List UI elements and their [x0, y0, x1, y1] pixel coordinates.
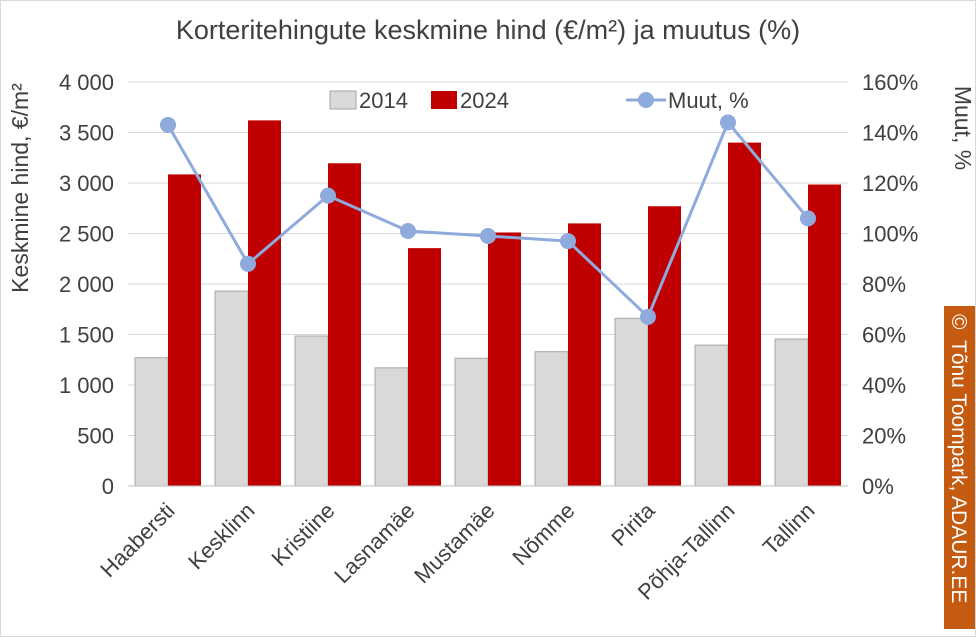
y-tick-label: 3 500 — [59, 121, 114, 146]
bar-2024 — [168, 174, 201, 487]
y-tick-label: 4 000 — [59, 70, 114, 95]
bar-2014 — [694, 344, 729, 487]
y2-tick-label: 160% — [862, 70, 918, 95]
bar-2014 — [294, 335, 329, 487]
bar-2014 — [534, 351, 569, 487]
y2-tick-label: 20% — [862, 424, 906, 449]
bar-2024 — [568, 223, 601, 486]
y2-tick-label: 100% — [862, 222, 918, 247]
line-point — [800, 210, 816, 227]
line-point — [240, 255, 256, 272]
y2-tick-label: 40% — [862, 373, 906, 398]
y2-tick-label: 0% — [862, 474, 894, 499]
y-tick-label: 3 000 — [59, 171, 114, 196]
chart-title: Korteritehingute keskmine hind (€/m²) ja… — [176, 15, 800, 45]
bar-2014 — [614, 317, 649, 487]
bar-2024 — [488, 232, 521, 486]
legend: 2014 2024 Muut, % — [329, 88, 749, 113]
line-point — [480, 228, 496, 245]
bar-2014 — [374, 367, 409, 487]
credit-label: Tõnu Toompark, ADAUR.EE — [947, 340, 970, 603]
y-tick-label: 1 500 — [59, 323, 114, 348]
legend-label: 2024 — [460, 88, 509, 113]
copyright-icon: © — [947, 314, 970, 330]
line-point — [160, 116, 176, 133]
line-point — [320, 187, 336, 204]
bar-2014 — [774, 338, 809, 487]
bar-2014 — [214, 290, 249, 487]
bar-2024 — [328, 163, 361, 486]
y2-axis-title: Muut, % — [950, 86, 976, 170]
bar-2024 — [248, 120, 281, 486]
y2-tick-label: 60% — [862, 323, 906, 348]
bar-2024 — [408, 248, 441, 486]
line-point — [400, 222, 416, 239]
y2-tick-label: 80% — [862, 272, 906, 297]
legend-swatch — [329, 90, 357, 110]
line-point — [720, 114, 736, 131]
credit-background — [944, 306, 975, 629]
legend-swatch — [431, 91, 457, 109]
y-tick-label: 2 500 — [59, 222, 114, 247]
bar-2014 — [454, 357, 489, 487]
line-point — [560, 233, 576, 250]
y-tick-label: 0 — [102, 474, 114, 499]
legend-label: Muut, % — [668, 88, 749, 113]
credit-badge: © Tõnu Toompark, ADAUR.EE — [944, 306, 975, 629]
bar-2024 — [808, 184, 841, 486]
change-line — [160, 114, 816, 325]
bar-2014 — [134, 357, 169, 487]
y2-tick-label: 120% — [862, 171, 918, 196]
legend-label: 2014 — [359, 88, 408, 113]
y-tick-label: 2 000 — [59, 272, 114, 297]
y-axis-title: Keskmine hind, €/m² — [7, 83, 33, 293]
y-tick-label: 500 — [77, 424, 114, 449]
y2-tick-label: 140% — [862, 121, 918, 146]
line-point — [640, 308, 656, 325]
legend-marker — [638, 92, 654, 108]
y-tick-label: 1 000 — [59, 373, 114, 398]
bar-2024 — [728, 142, 761, 486]
bars — [134, 120, 841, 487]
